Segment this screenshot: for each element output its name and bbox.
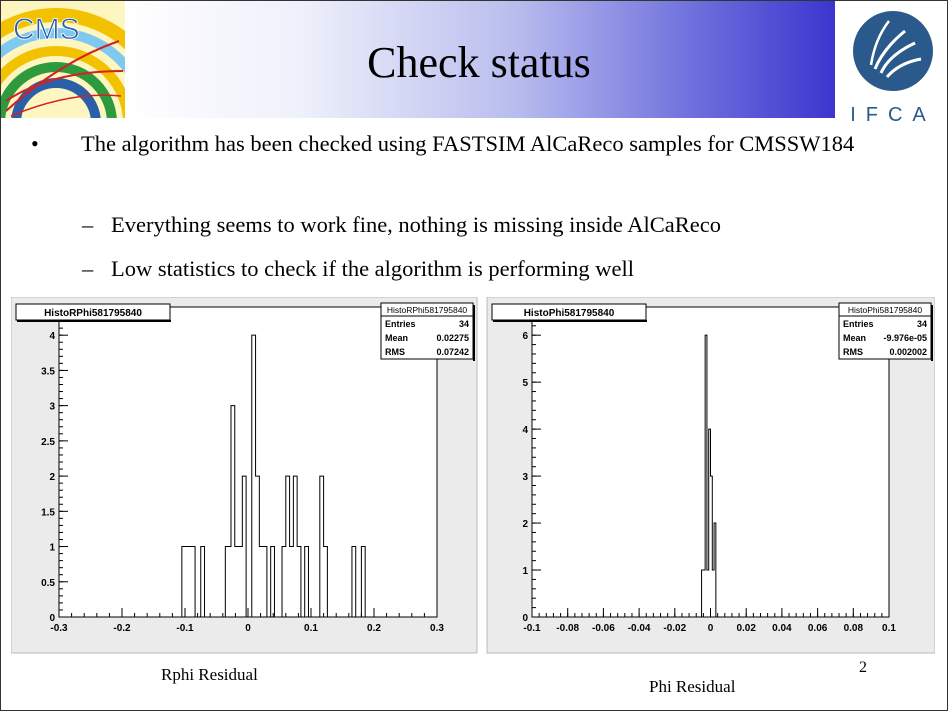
histogram-outline [701,334,717,617]
histogram-panels: -0.3 -0.2 -0.1 0 0.1 0.2 0.300.511.522.533.54H… [11,297,935,654]
y-tick-label: 6 [522,331,528,342]
y-tick-label: 0 [49,613,55,624]
histogram-2: -0.1 -0.08 -0.06 -0.04 -0.02 0 0.02 0.04 0.06 0.0… [486,297,935,654]
histogram-outline [181,334,366,617]
x-tick-label: 0.04 [772,623,792,634]
stats-label: Mean [843,333,866,343]
y-tick-label: 3.5 [41,366,55,377]
stats-box-shadow [931,305,933,361]
x-tick-label: 0.2 [367,623,381,634]
stats-name: HistoPhi581795840 [848,305,922,315]
y-tick-label: 2 [49,472,55,483]
bullet-main: The algorithm has been checked using FAS… [81,131,855,156]
y-tick-label: 0.5 [41,578,55,589]
x-tick-label: 0.1 [304,623,318,634]
y-tick-label: 1 [522,566,528,577]
ifca-logo: IFCA [850,11,936,126]
plot-frame [58,306,438,618]
histogram-1: -0.3 -0.2 -0.1 0 0.1 0.2 0.3 0 0.5 1 1.5 2 2.5 3 3.5 4 H… [11,297,478,654]
y-tick-label: 1 [49,543,55,554]
y-tick-label: 2.5 [41,437,55,448]
x-tick-label: 0.08 [844,623,864,634]
x-tick-label: -0.2 [113,623,131,634]
caption-left: Rphi Residual [161,665,258,684]
title-box-shadow [493,320,647,322]
slide-title: Check status [367,38,591,87]
x-tick-label: -0.1 [523,623,541,634]
stats-label: RMS [843,347,863,357]
x-tick-label: -0.04 [628,623,651,634]
stats-value: 0.002002 [889,347,927,357]
sub-bullet-2: Low statistics to check if the algorithm… [111,256,635,281]
stats-label: Mean [385,333,408,343]
stats-box-shadow [473,305,475,361]
y-tick-label: 0 [522,613,528,624]
cms-logo: CMS [1,1,125,118]
x-tick-label: 0 [245,623,251,634]
stats-label: Entries [385,319,416,329]
x-tick-label: 0.06 [808,623,828,634]
stats-box [838,302,932,360]
stats-value: 0.02275 [436,333,469,343]
stats-name: HistoRPhi581795840 [387,305,468,315]
bullet-dot: • [31,131,39,156]
y-tick-label: 3 [49,402,55,413]
x-tick-label: -0.1 [176,623,194,634]
x-tick-label: 0.02 [736,623,756,634]
title-box-shadow [17,320,171,322]
y-tick-label: 2 [522,519,528,530]
header-band [123,1,835,118]
page-number: 2 [859,659,867,676]
stats-label: Entries [843,319,874,329]
y-tick-label: 4 [49,331,55,342]
histogram-title: HistoPhi581795840 [524,308,615,319]
stats-label: RMS [385,347,405,357]
y-tick-label: 3 [522,472,528,483]
stats-value: 0.07242 [436,347,469,357]
x-tick-label: -0.02 [663,623,686,634]
y-tick-label: 1.5 [41,507,55,518]
x-tick-label: 0.1 [882,623,896,634]
stats-value: -9.976e-05 [883,333,927,343]
cms-logo-text: CMS [13,13,80,46]
sub-bullet-dash: – [82,212,94,237]
x-tick-label: -0.06 [592,623,615,634]
x-tick-label: 0 [708,623,714,634]
sub-bullet-dash: – [82,256,94,281]
caption-right: Phi Residual [649,677,736,696]
histogram-title: HistoRPhi581795840 [44,308,142,319]
y-tick-label: 4 [522,425,528,436]
stats-value: 34 [917,319,927,329]
stats-value: 34 [459,319,469,329]
x-tick-label: 0.3 [430,623,444,634]
x-tick-label: -0.08 [556,623,579,634]
sub-bullet-1: Everything seems to work fine, nothing i… [111,212,721,237]
ifca-logo-text: IFCA [850,104,936,126]
x-tick-label: -0.3 [50,623,68,634]
y-tick-label: 5 [522,378,528,389]
